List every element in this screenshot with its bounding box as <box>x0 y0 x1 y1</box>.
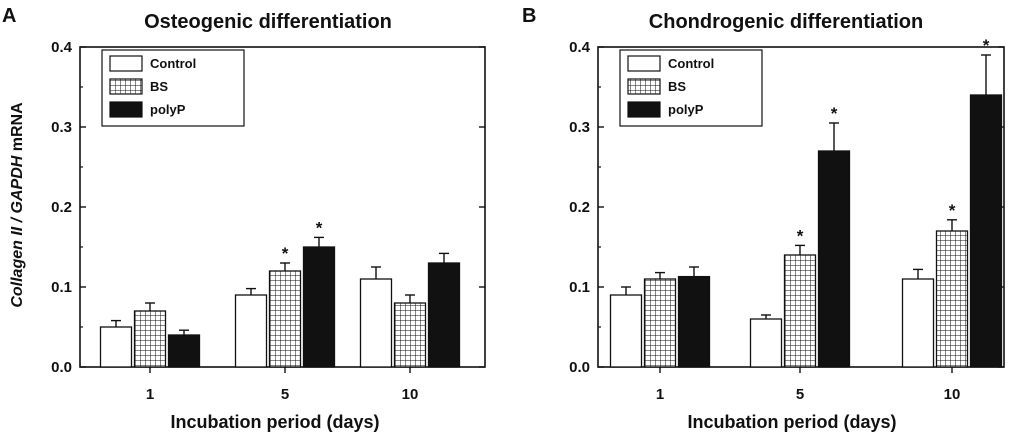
panel-b-x-tick-label: 10 <box>944 386 961 403</box>
panel-b-x-axis-label: Incubation period (days) <box>687 412 896 432</box>
panel-b-bar-bs <box>935 230 969 368</box>
panel-b-bar-polyp <box>969 94 1003 368</box>
panel-a-y-tick-label: 0.1 <box>51 279 72 296</box>
panel-b-legend-label-bs: BS <box>668 79 686 94</box>
panel-b-x-tick-label: 5 <box>796 386 804 403</box>
panel-a-bar-control <box>99 326 133 368</box>
panel-b-bar-polyp <box>677 275 711 368</box>
panel-a-plot: 0.0 0.1 0.2 0.3 0.4 1 5 10 * * Control BS polyP <box>51 39 486 403</box>
panel-a-legend-swatch-bs <box>109 78 143 95</box>
panel-a-significance-star: * <box>282 244 289 263</box>
panel-letter-a: A <box>2 5 16 27</box>
panel-a-legend-label-bs: BS <box>150 79 168 94</box>
panel-b-legend-label-control: Control <box>668 56 714 71</box>
panel-a-bar-bs <box>393 302 427 368</box>
panel-a-x-tick-label: 10 <box>402 386 419 403</box>
panel-b-x-tick-label: 1 <box>656 386 664 403</box>
panel-b-significance-star: * <box>949 201 956 220</box>
panel-a-bar-bs <box>268 270 302 368</box>
panel-b-bar-control <box>901 278 935 368</box>
panel-a-bar-control <box>234 294 268 368</box>
panel-b-legend-swatch-bs <box>627 78 661 95</box>
panel-a-legend-swatch-control <box>109 55 143 72</box>
panel-b-title: Chondrogenic differentiation <box>649 11 923 33</box>
panel-b-plot: 0.0 0.1 0.2 0.3 0.4 1 5 10 * * * * Control BS polyP <box>569 36 1005 403</box>
panel-a-bar-polyp <box>167 334 201 368</box>
panel-a-bar-polyp <box>302 246 336 368</box>
panel-a-bar-control <box>359 278 393 368</box>
panel-letter-b: B <box>522 5 536 27</box>
panel-a-x-tick-label: 1 <box>146 386 154 403</box>
panel-b-y-tick-label: 0.4 <box>569 39 591 56</box>
panel-chondrogenic: B Chondrogenic differentiation 0.0 0.1 0.2… <box>522 5 1005 432</box>
panel-b-significance-star: * <box>831 104 838 123</box>
y-axis-label-italic: Collagen II / GAPDH <box>9 155 26 307</box>
panel-a-y-tick-label: 0.2 <box>51 199 72 216</box>
panel-b-y-tick-label: 0.1 <box>569 279 590 296</box>
panel-b-bar-polyp <box>817 150 851 368</box>
panel-b-y-tick-label: 0.3 <box>569 119 590 136</box>
panel-b-bar-control <box>609 294 643 368</box>
panel-b-significance-star: * <box>983 36 990 55</box>
panel-b-significance-star: * <box>797 226 804 245</box>
panel-b-bar-bs <box>783 254 817 368</box>
panel-a-significance-star: * <box>316 218 323 237</box>
panel-b-legend-swatch-control <box>627 55 661 72</box>
panel-a-y-tick-label: 0.0 <box>51 359 72 376</box>
panel-a-title: Osteogenic differentiation <box>144 11 392 33</box>
panel-osteogenic: A Osteogenic differentiation 0.00.10.20.… <box>2 5 486 432</box>
panel-b-legend-label-polyp: polyP <box>668 102 704 117</box>
panel-a-y-tick-label: 0.3 <box>51 119 72 136</box>
y-axis-label-plain: mRNA <box>9 102 26 156</box>
panel-b-bar-bs <box>643 278 677 368</box>
panel-a-legend-label-control: Control <box>150 56 196 71</box>
panel-a-x-axis-label: Incubation period (days) <box>170 412 379 432</box>
panel-b-y-tick-label: 0.2 <box>569 199 590 216</box>
y-axis-label: Collagen II / GAPDH mRNA <box>9 102 26 308</box>
panel-a-legend-swatch-polyp <box>109 101 143 118</box>
panel-a-y-tick-label: 0.4 <box>51 39 73 56</box>
panel-b-legend-swatch-polyp <box>627 101 661 118</box>
panel-b-y-tick-label: 0.0 <box>569 359 590 376</box>
panel-a-legend-label-polyp: polyP <box>150 102 186 117</box>
panel-a-bar-polyp <box>427 262 461 368</box>
panel-a-bar-bs <box>133 310 167 368</box>
panel-a-x-tick-label: 5 <box>281 386 289 403</box>
panel-b-bar-control <box>749 318 783 368</box>
